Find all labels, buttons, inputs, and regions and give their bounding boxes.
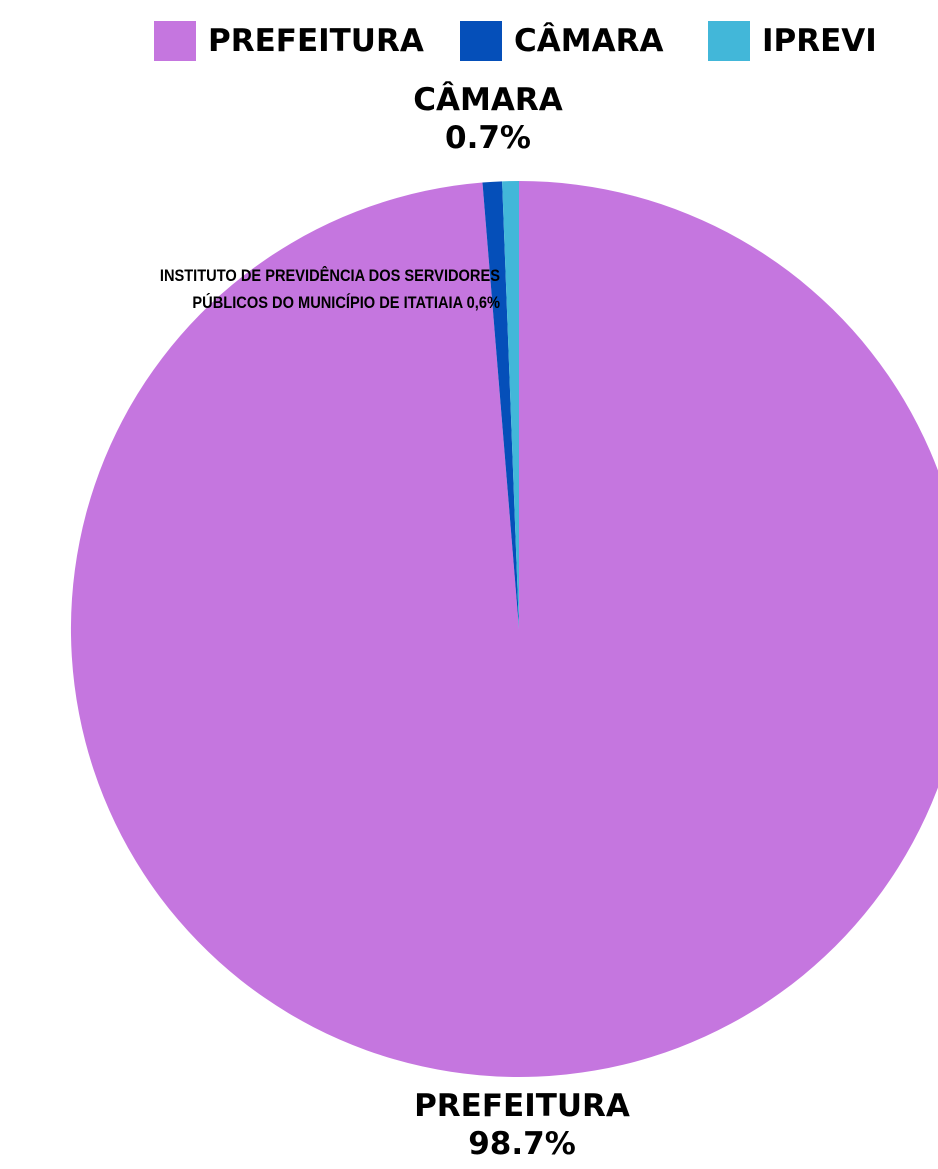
legend-label-prefeitura: PREFEITURA	[208, 23, 424, 59]
slice-label-iprevi: INSTITUTO DE PREVIDÊNCIA DOS SERVIDORES …	[87, 262, 500, 316]
slice-label-iprevi-line2: PÚBLICOS DO MUNICÍPIO DE ITATIAIA 0,6%	[192, 293, 500, 313]
slice-label-prefeitura-name: PREFEITURA	[414, 1088, 630, 1124]
legend-swatch-camara	[460, 21, 502, 61]
legend-label-camara: CÂMARA	[514, 23, 664, 59]
slice-label-iprevi-line1: INSTITUTO DE PREVIDÊNCIA DOS SERVIDORES	[159, 266, 500, 285]
legend-swatch-prefeitura	[154, 21, 196, 61]
legend-item-camara: CÂMARA	[460, 18, 663, 64]
pie-slice-prefeitura	[70, 181, 938, 1077]
chart-legend: PREFEITURA CÂMARA IPREVI	[0, 18, 938, 64]
pie-slice-camara	[482, 181, 519, 629]
legend-item-iprevi: IPREVI	[708, 18, 877, 64]
slice-label-camara-value: 0.7%	[445, 119, 531, 156]
slice-label-camara: CÂMARA 0.7%	[388, 82, 588, 158]
slice-label-prefeitura-value: 98.7%	[468, 1125, 576, 1162]
legend-item-prefeitura: PREFEITURA	[154, 18, 424, 64]
pie-slice-iprevi	[502, 181, 519, 629]
slice-label-prefeitura: PREFEITURA 98.7%	[402, 1088, 642, 1164]
slice-label-camara-name: CÂMARA	[413, 82, 563, 118]
legend-label-iprevi: IPREVI	[762, 23, 877, 59]
legend-swatch-iprevi	[708, 21, 750, 61]
